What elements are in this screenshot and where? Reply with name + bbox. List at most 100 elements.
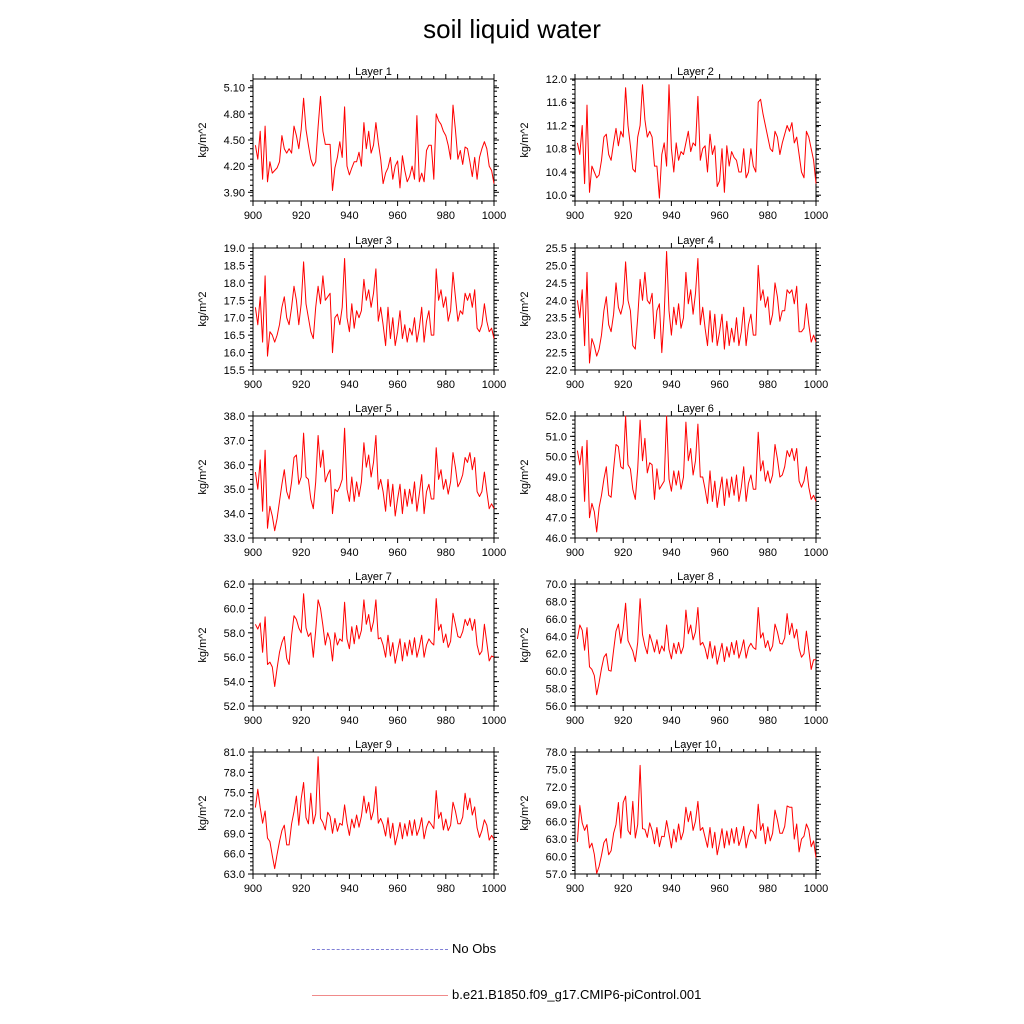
layer-1-title: Layer 1 <box>355 66 392 78</box>
layer-2-xtick-label: 900 <box>566 210 584 222</box>
layer-9-ytick-label: 69.0 <box>224 828 245 840</box>
legend-entry-obs: No Obs <box>312 940 812 960</box>
layer-5-xtick-label: 980 <box>437 547 455 559</box>
layer-9-frame <box>252 751 495 875</box>
layer-9-ytick-label: 66.0 <box>224 849 245 861</box>
layer-10-xtick-label: 960 <box>710 883 728 895</box>
layer-4-ytick-label: 23.5 <box>546 313 567 325</box>
layer-7-xtick-label: 900 <box>244 715 262 727</box>
layer-7-ytick-label: 58.0 <box>224 628 245 640</box>
layer-9-ytick-label: 78.0 <box>224 767 245 779</box>
chart-title: soil liquid water <box>423 14 601 44</box>
layer-8-xtick-label: 920 <box>614 715 632 727</box>
legend-label-run: b.e21.B1850.f09_g17.CMIP6-piControl.001 <box>452 987 702 1002</box>
layer-8-ytick-label: 62.0 <box>546 649 567 661</box>
layer-10-ytick-label: 75.0 <box>546 764 567 776</box>
layer-8-ytick-label: 64.0 <box>546 631 567 643</box>
layer-5-frame <box>252 415 495 539</box>
layer-1-ytick-label: 4.80 <box>224 109 245 121</box>
layer-1-xtick-label: 960 <box>388 210 406 222</box>
layer-6-ytick-label: 49.0 <box>546 472 567 484</box>
layer-4-xtick-label: 980 <box>759 379 777 391</box>
layer-7-xtick-label: 980 <box>437 715 455 727</box>
layer-8-xtick-label: 1000 <box>804 715 828 727</box>
layer-10-ytick-label: 57.0 <box>546 869 567 881</box>
layer-10-xtick-label: 980 <box>759 883 777 895</box>
layer-3-ylabel: kg/m^2 <box>197 291 209 326</box>
layer-5-ytick-label: 37.0 <box>224 435 245 447</box>
layer-4-ytick-label: 22.0 <box>546 365 567 377</box>
layer-6-xtick-label: 960 <box>710 547 728 559</box>
layer-4-xtick-label: 900 <box>566 379 584 391</box>
layer-4-ytick-label: 24.0 <box>546 295 567 307</box>
layer-5-ytick-label: 38.0 <box>224 411 245 423</box>
layer-10-ytick-label: 66.0 <box>546 817 567 829</box>
layer-2-ytick-label: 10.0 <box>546 190 567 202</box>
layer-5-series-line <box>254 427 495 532</box>
layer-5-ytick-label: 36.0 <box>224 460 245 472</box>
layer-3-ytick-label: 18.5 <box>224 260 245 272</box>
layer-8-xtick-label: 980 <box>759 715 777 727</box>
layer-6-xtick-label: 980 <box>759 547 777 559</box>
layer-10-xtick-label: 940 <box>662 883 680 895</box>
legend-swatch-dashed <box>312 949 448 950</box>
layer-7-xtick-label: 1000 <box>482 715 506 727</box>
layer-4-title: Layer 4 <box>677 235 714 247</box>
layer-4-xtick-label: 1000 <box>804 379 828 391</box>
layer-1-xtick-label: 940 <box>340 210 358 222</box>
layer-8-ytick-label: 56.0 <box>546 701 567 713</box>
layer-3-ytick-label: 19.0 <box>224 243 245 255</box>
layer-10-ytick-label: 60.0 <box>546 852 567 864</box>
layer-4-ytick-label: 23.0 <box>546 330 567 342</box>
layer-8-xtick-label: 940 <box>662 715 680 727</box>
layer-8-ytick-label: 66.0 <box>546 614 567 626</box>
layer-2-xtick-label: 940 <box>662 210 680 222</box>
layer-3-xtick-label: 980 <box>437 379 455 391</box>
layer-6-xtick-label: 1000 <box>804 547 828 559</box>
layer-1-ylabel: kg/m^2 <box>197 122 209 157</box>
layer-7-xtick-label: 940 <box>340 715 358 727</box>
layer-8-ytick-label: 70.0 <box>546 579 567 591</box>
layer-10-ylabel: kg/m^2 <box>519 795 531 830</box>
layer-2-ytick-label: 12.0 <box>546 74 567 86</box>
layer-6-ytick-label: 51.0 <box>546 431 567 443</box>
layer-7-title: Layer 7 <box>355 571 392 583</box>
layer-8-xtick-label: 960 <box>710 715 728 727</box>
layer-9-xtick-label: 980 <box>437 883 455 895</box>
layer-10-xtick-label: 1000 <box>804 883 828 895</box>
layer-6-xtick-label: 940 <box>662 547 680 559</box>
layer-10-series-line <box>576 764 817 874</box>
layer-5-ylabel: kg/m^2 <box>197 459 209 494</box>
layer-6-ytick-label: 46.0 <box>546 533 567 545</box>
layer-6-ytick-label: 50.0 <box>546 452 567 464</box>
layer-6-ytick-label: 52.0 <box>546 411 567 423</box>
layer-3-xtick-label: 960 <box>388 379 406 391</box>
layer-2-series-line <box>576 84 817 199</box>
layer-6-ytick-label: 48.0 <box>546 492 567 504</box>
layer-4-xtick-label: 960 <box>710 379 728 391</box>
layer-7-series-line <box>254 593 495 687</box>
layer-1-series-line <box>254 95 495 191</box>
layer-10-ytick-label: 72.0 <box>546 782 567 794</box>
layer-5-xtick-label: 960 <box>388 547 406 559</box>
layer-2-ylabel: kg/m^2 <box>519 122 531 157</box>
layer-8-ytick-label: 58.0 <box>546 684 567 696</box>
layer-7-ytick-label: 60.0 <box>224 603 245 615</box>
layer-2-ytick-label: 10.8 <box>546 144 567 156</box>
layer-1-ytick-label: 5.10 <box>224 83 245 95</box>
layer-5-ytick-label: 34.0 <box>224 509 245 521</box>
layer-8-ytick-label: 68.0 <box>546 596 567 608</box>
layer-6-ytick-label: 47.0 <box>546 513 567 525</box>
layer-6-title: Layer 6 <box>677 403 714 415</box>
layer-10-xtick-label: 900 <box>566 883 584 895</box>
layer-9-xtick-label: 960 <box>388 883 406 895</box>
layer-5-ytick-label: 33.0 <box>224 533 245 545</box>
layer-6-xtick-label: 920 <box>614 547 632 559</box>
legend-swatch-solid <box>312 995 448 996</box>
layer-3-xtick-label: 1000 <box>482 379 506 391</box>
layer-7-xtick-label: 920 <box>292 715 310 727</box>
layer-4-frame <box>574 247 817 371</box>
layer-3-ytick-label: 15.5 <box>224 365 245 377</box>
layer-4-ylabel: kg/m^2 <box>519 291 531 326</box>
layer-1-xtick-label: 920 <box>292 210 310 222</box>
